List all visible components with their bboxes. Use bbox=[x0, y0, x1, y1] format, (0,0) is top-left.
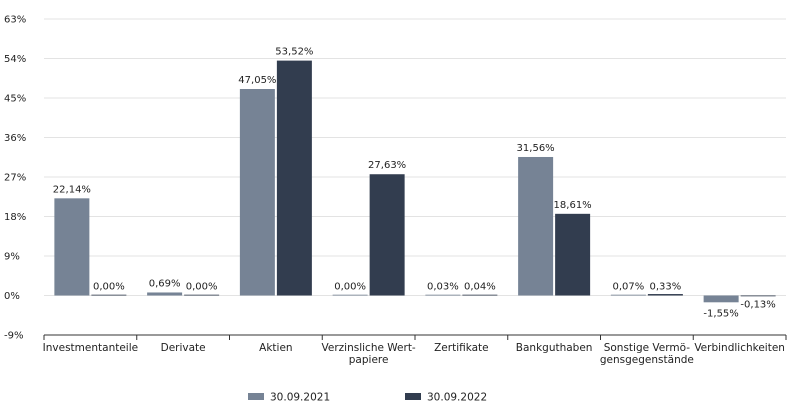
legend-label: 30.09.2022 bbox=[427, 392, 487, 404]
x-tick-label: Derivate bbox=[161, 342, 206, 354]
legend-swatch bbox=[248, 393, 264, 400]
data-label: 0,69% bbox=[149, 278, 181, 289]
x-tick-label-line: gensgegenstände bbox=[600, 354, 694, 366]
y-tick-label: 54% bbox=[4, 54, 26, 65]
y-tick-label: 27% bbox=[4, 173, 26, 184]
data-label: -1,55% bbox=[703, 308, 738, 319]
legend-label: 30.09.2021 bbox=[270, 392, 330, 404]
x-tick-label: Aktien bbox=[259, 342, 292, 354]
bar-2021 bbox=[332, 294, 368, 296]
x-tick-label: Sonstige Vermö-gensgegenstände bbox=[600, 342, 694, 366]
x-tick-label-line: Bankguthaben bbox=[516, 342, 593, 354]
x-tick-label-line: Verbindlichkeiten bbox=[694, 342, 785, 354]
data-label: 22,14% bbox=[53, 184, 91, 195]
y-tick-label: -9% bbox=[4, 331, 23, 342]
y-tick-label: 45% bbox=[4, 94, 26, 105]
bar-2021 bbox=[518, 156, 554, 296]
data-label: 53,52% bbox=[275, 47, 313, 58]
x-tick-label: Bankguthaben bbox=[516, 342, 593, 354]
x-tick-label: Verzinsliche Wert-papiere bbox=[322, 342, 416, 366]
bar-2021 bbox=[703, 295, 739, 303]
y-tick-label: 9% bbox=[4, 252, 20, 263]
bar-2022 bbox=[462, 294, 498, 296]
data-label: 31,56% bbox=[517, 143, 555, 154]
data-label: 0,00% bbox=[93, 282, 125, 293]
y-tick-label: 36% bbox=[4, 133, 26, 144]
bar-2022 bbox=[369, 174, 405, 296]
y-tick-label: 63% bbox=[4, 15, 26, 26]
data-label: 0,07% bbox=[612, 282, 644, 293]
data-label: 0,33% bbox=[649, 282, 681, 293]
x-tick-label-line: Derivate bbox=[161, 342, 206, 354]
data-label: 0,00% bbox=[186, 282, 218, 293]
legend-swatch bbox=[405, 393, 421, 400]
bar-2022 bbox=[647, 294, 683, 296]
y-tick-label: 18% bbox=[4, 212, 26, 223]
bar-2022 bbox=[91, 294, 127, 296]
bar-2022 bbox=[276, 60, 312, 296]
bar-2021 bbox=[425, 294, 461, 296]
y-tick-label: 0% bbox=[4, 291, 20, 302]
x-tick-label-line: Aktien bbox=[259, 342, 292, 354]
bar-2022 bbox=[555, 213, 591, 296]
data-label: 0,03% bbox=[427, 282, 459, 293]
x-tick-label: Zertifikate bbox=[434, 342, 489, 354]
x-tick-label-line: papiere bbox=[349, 354, 389, 366]
data-label: 0,00% bbox=[334, 282, 366, 293]
x-tick-label-line: Verzinsliche Wert- bbox=[322, 342, 416, 354]
x-tick-label: Verbindlichkeiten bbox=[694, 342, 785, 354]
data-label: 0,04% bbox=[464, 282, 496, 293]
x-tick-label-line: Investmentanteile bbox=[43, 342, 138, 354]
bar-2021 bbox=[239, 89, 275, 296]
bar-2021 bbox=[54, 198, 90, 296]
data-label: 18,61% bbox=[554, 200, 592, 211]
data-label: -0,13% bbox=[740, 300, 775, 311]
bar-2022 bbox=[184, 294, 220, 296]
data-label: 47,05% bbox=[238, 75, 276, 86]
x-tick-label-line: Zertifikate bbox=[434, 342, 489, 354]
x-tick-label: Investmentanteile bbox=[43, 342, 138, 354]
bar-2021 bbox=[610, 294, 646, 296]
data-label: 27,63% bbox=[368, 160, 406, 171]
bar-2022 bbox=[740, 295, 776, 297]
x-tick-label-line: Sonstige Vermö- bbox=[604, 342, 691, 354]
bar-2021 bbox=[147, 292, 183, 296]
